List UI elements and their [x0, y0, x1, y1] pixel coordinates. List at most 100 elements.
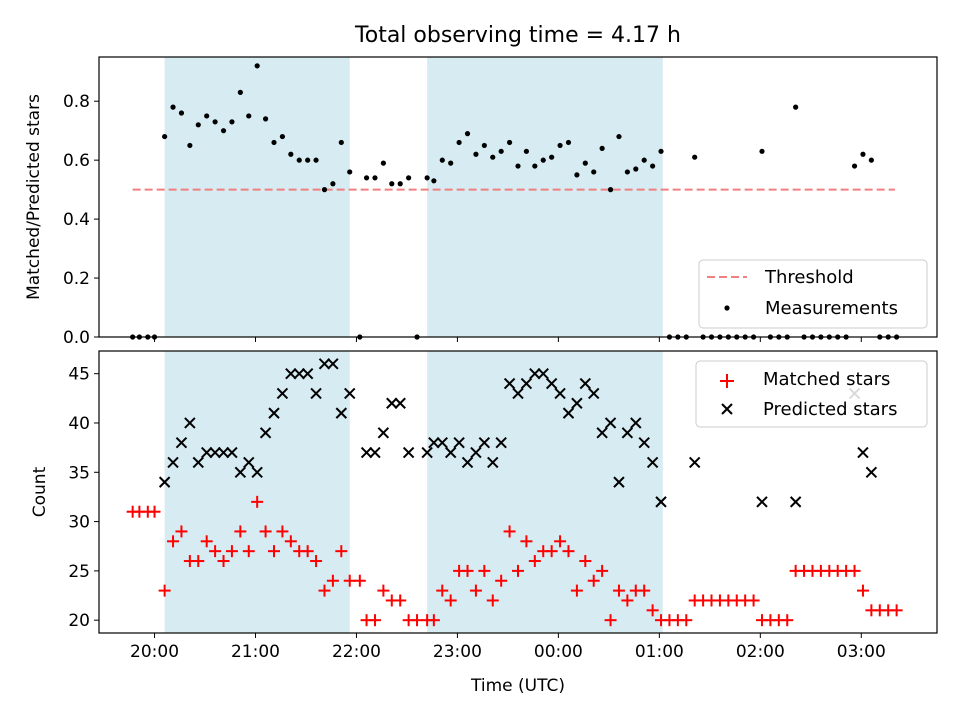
matched-point	[646, 604, 659, 617]
measurement-point	[305, 157, 311, 163]
predicted-legend-label: Predicted stars	[763, 399, 897, 420]
measurement-point	[187, 142, 193, 149]
measurement-point	[246, 113, 252, 119]
matched-point	[276, 525, 289, 538]
predicted-point	[756, 496, 768, 508]
matched-point	[234, 525, 247, 538]
matched-point	[512, 564, 524, 577]
top-y-tick-label: 0.6	[63, 151, 90, 171]
top-shaded-band-0	[164, 57, 350, 337]
measurement-point	[363, 175, 370, 181]
matched-point	[209, 545, 222, 558]
measurement-point	[212, 119, 218, 125]
x-tick-label: 01:00	[635, 642, 684, 662]
predicted-point	[554, 387, 566, 400]
bottom-y-tick-label: 20	[68, 611, 90, 631]
predicted-point	[318, 358, 331, 370]
measurement-point	[481, 142, 487, 149]
predicted-point	[571, 397, 583, 409]
x-tick-label: 02:00	[736, 642, 785, 662]
predicted-point	[478, 436, 491, 449]
top-plot-frame	[98, 56, 938, 338]
matched-point	[570, 584, 583, 597]
measurement-point	[565, 139, 572, 146]
matched-point	[554, 535, 567, 548]
matched-point	[192, 555, 205, 568]
top-y-tick-label: 0.8	[63, 92, 90, 112]
predicted-point	[537, 367, 549, 380]
matched-point	[747, 594, 760, 607]
matched-point	[377, 584, 390, 597]
matched-point	[251, 495, 264, 508]
predicted-point	[646, 456, 659, 469]
predicted-point	[503, 377, 516, 390]
measurement-point	[582, 160, 588, 166]
measurement-point	[650, 163, 656, 169]
matched-point	[478, 564, 491, 577]
predicted-point	[335, 407, 348, 419]
measurement-point	[599, 145, 605, 151]
matched-point	[326, 574, 339, 587]
matched-point	[175, 525, 188, 538]
predicted-point	[217, 446, 230, 459]
matched-point	[200, 535, 213, 548]
bottom-y-tick-label: 35	[68, 463, 90, 483]
matched-point	[612, 584, 625, 597]
measurement-point	[448, 160, 454, 166]
predicted-point	[259, 427, 272, 439]
measurement-point	[262, 116, 269, 122]
predicted-point	[444, 446, 457, 459]
bottom-chart: 20 25 30 35 40 45 20:00 21:00 22:00 23:00 00:00 01…	[30, 350, 938, 696]
predicted-point	[402, 446, 415, 459]
measurement-point	[347, 169, 353, 175]
predicted-point	[369, 446, 381, 459]
measurement-point	[330, 181, 336, 187]
predicted-point	[562, 407, 575, 419]
predicted-point	[344, 387, 356, 400]
predicted-point	[394, 397, 406, 409]
predicted-point	[285, 367, 297, 380]
predicted-point	[184, 417, 196, 429]
measurement-point	[641, 157, 647, 163]
matched-point	[638, 584, 651, 597]
top-legend-box	[698, 259, 928, 329]
predicted-point	[251, 466, 263, 478]
predicted-point	[167, 456, 179, 469]
matched-point	[596, 564, 609, 577]
matched-point	[242, 545, 255, 558]
measurement-point	[607, 187, 614, 193]
matched-point	[495, 574, 508, 587]
measurement-point	[616, 133, 622, 140]
predicted-point	[234, 466, 247, 478]
matched-legend-marker-icon	[720, 374, 734, 388]
measurement-point	[793, 104, 799, 110]
x-tick-label: 03:00	[837, 642, 886, 662]
predicted-point	[604, 417, 617, 429]
predicted-point	[428, 436, 440, 449]
measurement-point	[162, 133, 168, 140]
top-y-axis-label: Matched/Predicted stars	[24, 94, 44, 300]
matched-point	[781, 614, 794, 627]
predicted-point	[520, 377, 533, 390]
predicted-point	[579, 377, 592, 390]
matched-point	[621, 594, 634, 607]
measurement-point	[279, 133, 286, 140]
measurement-point	[229, 119, 235, 125]
top-legend: Threshold Measurements	[698, 259, 928, 329]
predicted-point	[545, 377, 558, 390]
measurement-point	[658, 148, 664, 154]
measurement-point	[431, 178, 437, 184]
predicted-point	[377, 427, 390, 439]
measurement-point	[195, 122, 201, 128]
measurement-point	[380, 160, 386, 166]
x-tick-label: 22:00	[332, 642, 381, 662]
predicted-point	[789, 496, 802, 508]
measurement-point	[523, 148, 530, 154]
measurement-point	[490, 154, 496, 160]
measurements-legend-marker-icon	[724, 305, 730, 311]
measurement-point	[178, 110, 185, 116]
measurement-point	[338, 139, 344, 146]
measurement-point	[498, 148, 504, 154]
matched-point	[259, 525, 272, 538]
predicted-point	[495, 436, 507, 449]
